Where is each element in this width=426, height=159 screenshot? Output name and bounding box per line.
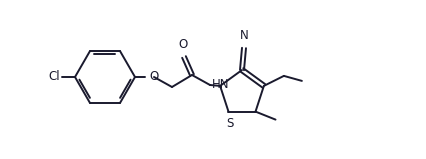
Text: S: S [225, 117, 233, 130]
Text: HN: HN [211, 77, 229, 90]
Text: O: O [149, 70, 158, 83]
Text: N: N [239, 29, 248, 42]
Text: O: O [178, 38, 187, 51]
Text: Cl: Cl [48, 70, 60, 83]
